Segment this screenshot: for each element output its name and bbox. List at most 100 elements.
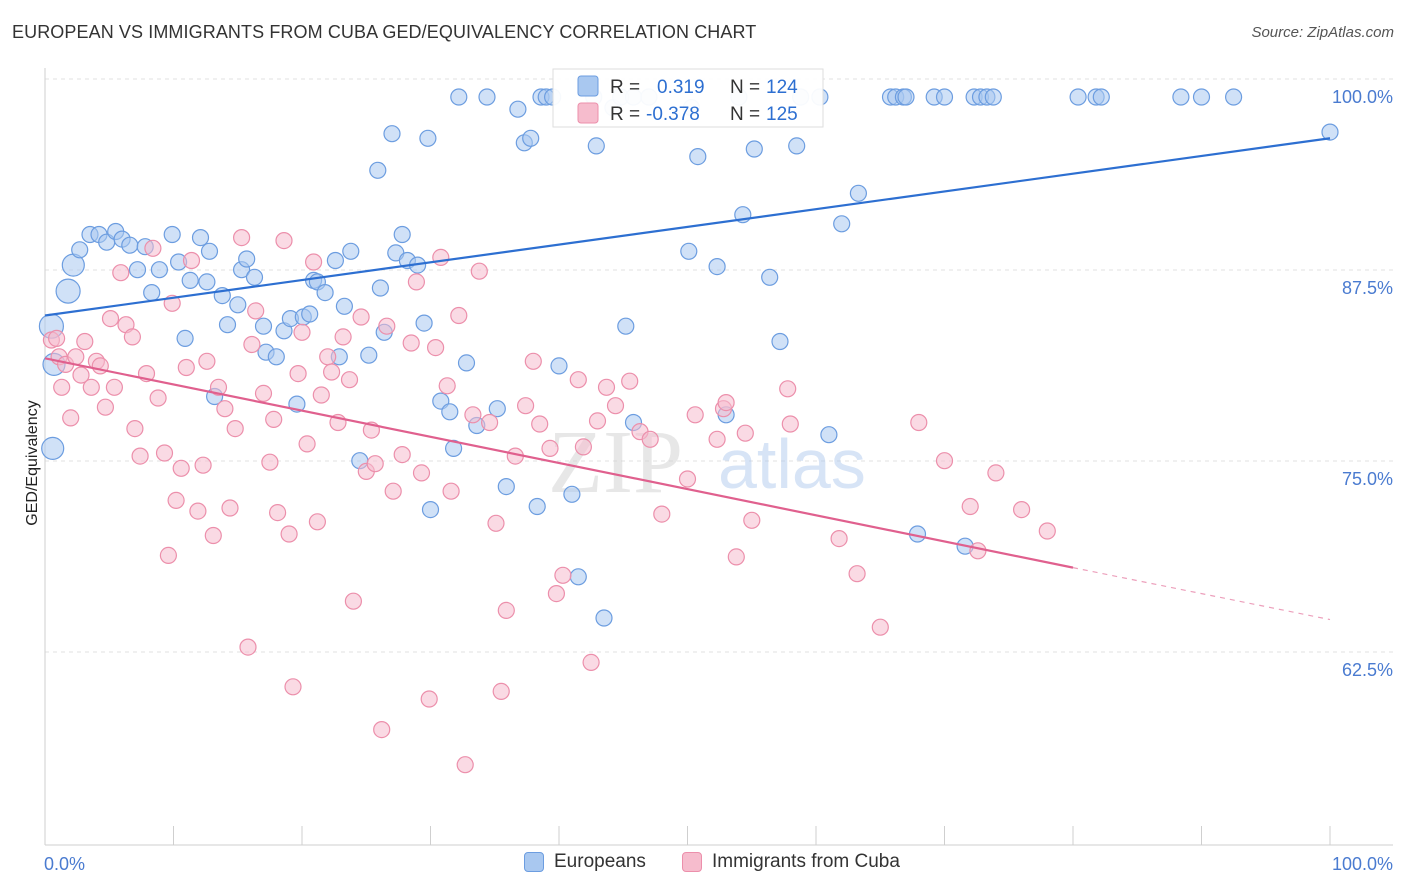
x-tick-label-max: 100.0% <box>1332 854 1393 874</box>
stats-europeans-r-value: 0.319 <box>657 77 705 98</box>
cuba-point <box>830 529 848 548</box>
europeans-point <box>55 278 81 304</box>
cuba-point <box>323 363 341 381</box>
cuba-point <box>226 420 244 438</box>
cuba-point <box>221 499 239 517</box>
cuba-point <box>1012 501 1031 519</box>
europeans-point <box>745 140 763 158</box>
europeans-point <box>457 354 476 372</box>
cuba-points <box>42 229 1056 774</box>
cuba-point <box>209 378 228 396</box>
cuba-point <box>871 618 889 636</box>
cuba-point <box>243 335 261 354</box>
europeans-point <box>617 317 635 335</box>
cuba-point <box>779 380 797 398</box>
cuba-point <box>621 372 639 390</box>
cuba-point <box>442 482 460 500</box>
cuba-point <box>653 505 671 523</box>
cuba-point <box>481 413 499 432</box>
cuba-point <box>582 653 600 672</box>
europeans-point <box>450 88 468 106</box>
cuba-point <box>305 253 323 271</box>
europeans-point <box>497 478 515 496</box>
europeans-point <box>587 137 605 155</box>
cuba-point <box>606 397 625 415</box>
europeans-point <box>897 88 915 106</box>
cuba-point <box>574 438 593 456</box>
europeans-point <box>1321 123 1339 141</box>
cuba-point <box>717 394 735 412</box>
legend-item-europeans[interactable]: Europeans <box>524 851 646 873</box>
legend: Europeans Immigrants from Cuba <box>0 851 1406 877</box>
europeans-point <box>254 317 273 335</box>
cuba-point <box>76 332 94 351</box>
cuba-point <box>334 328 352 346</box>
europeans-point <box>522 129 540 147</box>
cuba-point <box>177 358 195 377</box>
cuba-point <box>82 378 100 396</box>
cuba-point <box>144 239 162 257</box>
europeans-point <box>218 316 237 334</box>
cuba-point <box>123 328 141 346</box>
europeans-point <box>595 609 613 627</box>
cuba-point <box>384 482 402 500</box>
y-tick-label: 87.5% <box>1342 278 1393 298</box>
cuba-point <box>378 317 396 335</box>
cuba-point <box>233 229 251 247</box>
europeans-point <box>509 100 527 118</box>
cuba-point <box>293 323 311 341</box>
cuba-point <box>727 548 745 566</box>
europeans-point <box>191 229 210 247</box>
stats-cuba-r-value: -0.378 <box>646 104 700 125</box>
cuba-point <box>344 592 362 610</box>
cuba-point <box>987 464 1005 482</box>
cuba-point <box>470 262 488 280</box>
europeans-point <box>198 273 216 291</box>
europeans-point <box>360 346 378 364</box>
europeans-point <box>71 241 89 259</box>
cuba-point <box>1038 522 1056 540</box>
y-tick-label: 62.5% <box>1342 660 1393 680</box>
cuba-point <box>432 248 450 266</box>
cuba-point <box>961 497 979 516</box>
europeans-point <box>393 225 411 244</box>
cuba-point <box>182 251 201 270</box>
cuba-point <box>569 371 587 389</box>
cuba-point <box>588 412 607 430</box>
cuba-point <box>126 420 144 438</box>
stats-europeans-n-label: N = <box>730 77 760 98</box>
stats-box: R = 0.319 N = 124 R = -0.378 N = 125 <box>552 68 824 128</box>
x-ticks <box>44 826 1331 845</box>
europeans-point <box>1172 88 1190 106</box>
europeans-point <box>441 403 459 421</box>
europeans-point <box>419 129 437 147</box>
stats-cuba-r-label: R = <box>610 104 640 125</box>
europeans-point <box>1069 88 1087 106</box>
cuba-point <box>149 389 167 407</box>
cuba-point <box>412 464 431 482</box>
cuba-point <box>155 444 174 462</box>
cuba-point <box>172 459 190 477</box>
legend-swatch-europeans <box>524 852 544 872</box>
legend-item-cuba[interactable]: Immigrants from Cuba <box>682 851 900 873</box>
cuba-point <box>492 682 510 701</box>
europeans-point <box>176 329 194 347</box>
cuba-point <box>216 400 234 418</box>
europeans-point <box>421 501 440 519</box>
cuba-point <box>280 525 298 543</box>
cuba-point <box>464 406 482 424</box>
legend-label-europeans: Europeans <box>554 851 646 872</box>
cuba-point <box>910 413 928 432</box>
europeans-point <box>200 242 219 260</box>
cuba-point <box>497 601 515 620</box>
europeans-point <box>935 88 954 106</box>
cuba-trend-line <box>44 357 1074 569</box>
cuba-point <box>393 446 411 464</box>
cuba-point <box>743 511 761 529</box>
cuba-point <box>96 398 115 416</box>
cuba-point <box>781 415 799 433</box>
cuba-point <box>547 584 566 603</box>
y-tick-label: 75.0% <box>1342 469 1393 489</box>
europeans-point <box>680 242 698 260</box>
